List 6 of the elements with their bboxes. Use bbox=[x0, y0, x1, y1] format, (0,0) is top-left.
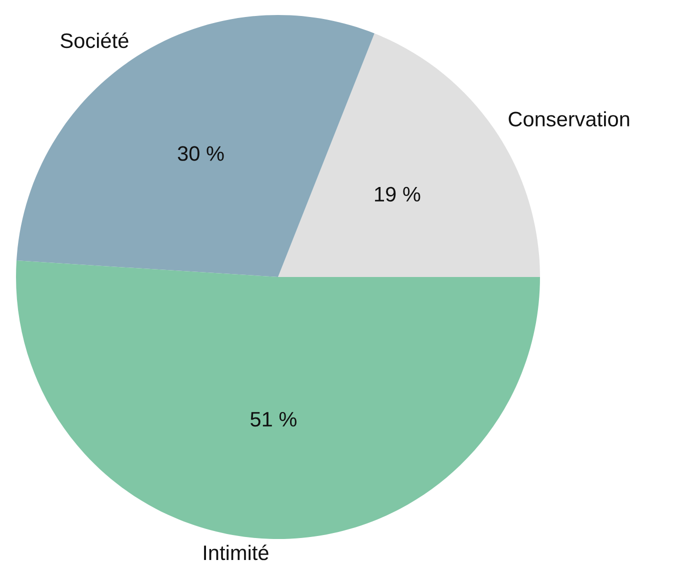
slice-label: Conservation bbox=[508, 111, 630, 126]
data-label: 30 % bbox=[178, 146, 224, 161]
slice-label: Société bbox=[60, 32, 128, 48]
data-label: 51 % bbox=[250, 412, 296, 427]
slice-label: Intimité bbox=[204, 544, 268, 560]
data-label: 19 % bbox=[375, 186, 420, 202]
